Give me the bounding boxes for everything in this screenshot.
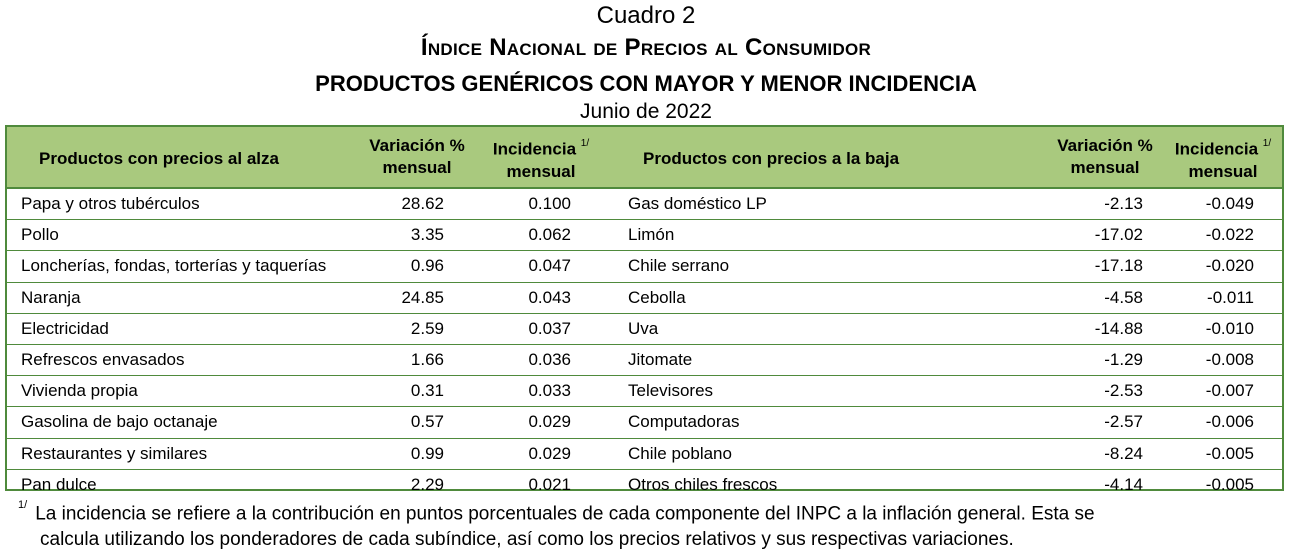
col-header-down-variation-line2: mensual (1070, 158, 1140, 177)
up-product-name: Electricidad (21, 318, 109, 338)
table-row: Naranja 24.85 0.043 Cebolla -4.58 -0.011 (7, 283, 1282, 314)
up-variation-value: 24.85 (401, 287, 444, 307)
down-incidence-value: -0.011 (1207, 287, 1254, 307)
down-product-name: Chile poblano (628, 443, 732, 463)
col-header-down-incidence-line2: mensual (1188, 161, 1258, 181)
table-row: Gasolina de bajo octanaje 0.57 0.029 Com… (7, 407, 1282, 439)
down-variation-value: -14.88 (1094, 318, 1143, 338)
up-product-name: Gasolina de bajo octanaje (21, 412, 218, 432)
down-variation-value: -4.58 (1104, 287, 1143, 307)
col-header-down-variation-line1: Variación % (1057, 136, 1153, 155)
down-incidence-value: -0.005 (1205, 474, 1254, 494)
down-variation-value: -2.13 (1104, 194, 1143, 213)
table-row: Vivienda propia 0.31 0.033 Televisores -… (7, 376, 1282, 408)
up-incidence-value: 0.043 (528, 287, 571, 307)
up-variation-value: 28.62 (401, 194, 444, 213)
up-variation-value: 0.96 (410, 256, 444, 276)
down-product-name: Otros chiles frescos (628, 474, 778, 494)
up-incidence-value: 0.033 (528, 381, 571, 401)
up-variation-value: 0.31 (410, 381, 444, 401)
col-header-up-variation-line1: Variación % (369, 136, 465, 155)
table-subtitle: PRODUCTOS GENÉRICOS CON MAYOR Y MENOR IN… (315, 71, 977, 96)
col-header-up-variation: Variación % mensual (361, 135, 473, 179)
table-body: Papa y otros tubérculos 28.62 0.100 Gas … (7, 189, 1282, 500)
col-header-down-products: Productos con precios a la baja (643, 149, 900, 168)
up-incidence-value: 0.021 (528, 474, 571, 494)
down-incidence-value: -0.010 (1205, 318, 1254, 338)
down-product-name: Uva (628, 318, 659, 338)
down-variation-value: -1.29 (1104, 349, 1143, 369)
up-incidence-value: 0.047 (528, 256, 571, 276)
up-incidence-value: 0.036 (528, 349, 571, 369)
table-period: Junio de 2022 (580, 100, 712, 123)
up-incidence-value: 0.029 (528, 443, 571, 463)
down-incidence-value: -0.020 (1205, 256, 1254, 276)
down-incidence-value: -0.006 (1205, 412, 1254, 432)
table-row: Loncherías, fondas, torterías y taquería… (7, 251, 1282, 283)
table-row: Refrescos envasados 1.66 0.036 Jitomate … (7, 345, 1282, 377)
footnote-line2: calcula utilizando los ponderadores de c… (40, 529, 1014, 551)
table-row: Pollo 3.35 0.062 Limón -17.02 -0.022 (7, 220, 1282, 252)
down-incidence-value: -0.022 (1205, 225, 1254, 245)
table-title: Índice Nacional de Precios al Consumidor (420, 34, 872, 61)
down-product-name: Chile serrano (628, 256, 730, 276)
col-header-down-incidence-line1: Incidencia (1174, 139, 1259, 159)
table-header: Productos con precios al alza Variación … (7, 127, 1282, 189)
down-variation-value: -2.53 (1104, 381, 1143, 401)
down-variation-value: -17.18 (1094, 256, 1143, 276)
down-product-name: Gas doméstico LP (628, 194, 767, 213)
col-header-up-incidence: Incidencia 1/ mensual (481, 135, 601, 183)
down-product-name: Limón (628, 225, 675, 245)
up-incidence-value: 0.037 (528, 318, 571, 338)
up-incidence-value: 0.100 (528, 194, 571, 213)
incidence-table: Productos con precios al alza Variación … (5, 125, 1284, 494)
col-header-up-products: Productos con precios al alza (39, 149, 279, 168)
up-variation-value: 2.59 (410, 318, 444, 338)
down-incidence-value: -0.005 (1205, 443, 1254, 463)
down-incidence-value: -0.007 (1205, 381, 1254, 401)
down-product-name: Cebolla (628, 287, 686, 307)
col-header-down-variation: Variación % mensual (1049, 135, 1161, 179)
up-variation-value: 0.57 (410, 412, 444, 432)
down-variation-value: -2.57 (1104, 412, 1143, 432)
up-product-name: Refrescos envasados (21, 349, 185, 369)
up-variation-value: 2.29 (410, 474, 444, 494)
up-variation-value: 1.66 (410, 349, 444, 369)
up-product-name: Loncherías, fondas, torterías y taquería… (21, 256, 327, 276)
up-variation-value: 3.35 (410, 225, 444, 245)
down-variation-value: -4.14 (1104, 474, 1143, 494)
col-header-up-incidence-line1: Incidencia (492, 139, 577, 159)
footnote-line1: La incidencia se refiere a la contribuci… (35, 503, 1095, 525)
down-variation-value: -8.24 (1104, 443, 1143, 463)
up-variation-value: 0.99 (410, 443, 444, 463)
col-header-down-incidence: Incidencia 1/ mensual (1167, 135, 1279, 183)
table-row: Restaurantes y similares 0.99 0.029 Chil… (7, 439, 1282, 470)
up-product-name: Naranja (21, 287, 81, 307)
col-header-up-incidence-line2: mensual (506, 161, 576, 181)
footnote-mark: 1/ (580, 138, 590, 149)
up-incidence-value: 0.062 (528, 225, 571, 245)
footnote: 1/La incidencia se refiere a la contribu… (18, 496, 1278, 553)
col-header-up-variation-line2: mensual (382, 158, 452, 177)
down-product-name: Computadoras (628, 412, 740, 432)
up-product-name: Pollo (21, 225, 59, 245)
footnote-mark: 1/ (18, 499, 28, 511)
down-incidence-value: -0.008 (1205, 349, 1254, 369)
table-row: Papa y otros tubérculos 28.62 0.100 Gas … (7, 189, 1282, 221)
table-label: Cuadro 2 (596, 2, 696, 29)
table-row: Pan dulce 2.29 0.021 Otros chiles fresco… (7, 470, 1282, 500)
up-incidence-value: 0.029 (528, 412, 571, 432)
down-variation-value: -17.02 (1094, 225, 1143, 245)
footnote-mark: 1/ (1262, 138, 1272, 149)
up-product-name: Pan dulce (21, 474, 97, 494)
down-incidence-value: -0.049 (1205, 194, 1254, 213)
up-product-name: Vivienda propia (21, 381, 138, 401)
up-product-name: Papa y otros tubérculos (21, 194, 200, 213)
up-product-name: Restaurantes y similares (21, 443, 208, 463)
table-row: Electricidad 2.59 0.037 Uva -14.88 -0.01… (7, 314, 1282, 345)
down-product-name: Jitomate (628, 349, 693, 369)
down-product-name: Televisores (628, 381, 714, 401)
